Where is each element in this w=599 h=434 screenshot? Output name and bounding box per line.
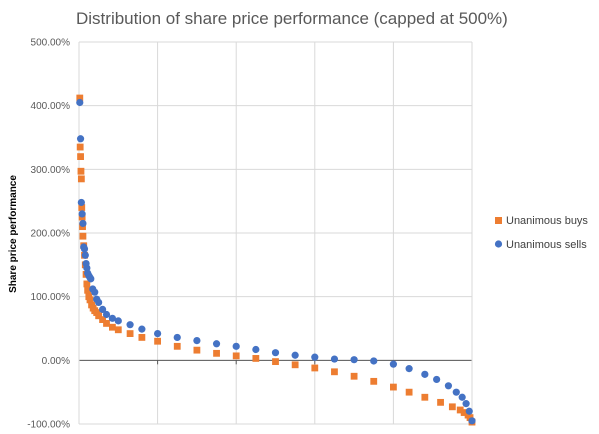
point-sells-2 [77, 198, 85, 207]
point-sells-33 [330, 355, 339, 363]
point-sells-3 [78, 210, 86, 218]
y-tick-label-0: -100.00% [27, 420, 70, 431]
point-sells-44 [465, 407, 473, 415]
point-buys-38 [350, 372, 358, 380]
y-tick-label-6: 500.00% [31, 38, 71, 49]
point-buys-0 [76, 94, 84, 102]
point-sells-18 [98, 305, 107, 313]
point-buys-16 [86, 296, 94, 304]
point-buys-34 [272, 358, 279, 366]
point-buys-43 [437, 398, 444, 406]
legend-label-buys: Unanimous buys [506, 215, 588, 227]
point-buys-28 [154, 337, 161, 345]
point-sells-23 [138, 325, 146, 333]
point-sells-1 [76, 135, 85, 143]
legend-label-sells: Unanimous sells [506, 239, 587, 251]
point-sells-45 [468, 417, 476, 425]
point-sells-22 [126, 321, 134, 329]
y-axis-label: Share price performance [8, 175, 19, 293]
point-sells-25 [173, 333, 181, 342]
point-buys-13 [83, 280, 91, 288]
point-sells-19 [102, 310, 111, 319]
grid-layer [78, 41, 473, 425]
point-buys-44 [448, 403, 456, 411]
point-buys-31 [213, 349, 220, 357]
point-sells-26 [193, 336, 201, 345]
point-buys-32 [232, 352, 240, 360]
point-sells-15 [91, 288, 99, 296]
point-sells-41 [452, 388, 460, 396]
point-sells-27 [212, 340, 221, 348]
point-sells-24 [154, 329, 162, 338]
legend: Unanimous buys Unanimous sells [494, 215, 588, 251]
point-sells-35 [370, 357, 378, 365]
point-buys-5 [78, 204, 86, 211]
point-buys-8 [79, 232, 87, 240]
point-buys-23 [103, 320, 110, 327]
point-sells-39 [433, 375, 441, 384]
point-buys-14 [84, 286, 92, 294]
point-sells-28 [232, 342, 240, 350]
point-buys-45 [456, 406, 464, 414]
point-buys-46 [460, 409, 468, 416]
y-tick-label-4: 300.00% [31, 165, 71, 176]
point-sells-37 [405, 365, 413, 373]
point-buys-2 [77, 153, 84, 160]
legend-item-buys: Unanimous buys [495, 215, 588, 227]
point-buys-35 [291, 361, 299, 369]
legend-marker-sells [494, 240, 503, 248]
point-buys-24 [109, 323, 116, 331]
point-buys-39 [370, 377, 378, 385]
point-buys-21 [95, 312, 103, 320]
point-buys-27 [138, 334, 146, 341]
y-tick-label-3: 200.00% [31, 229, 71, 240]
chart-title: Distribution of share price performance … [76, 9, 508, 28]
y-tick-label-2: 100.00% [31, 292, 71, 303]
point-sells-34 [350, 356, 358, 364]
point-sells-7 [81, 251, 89, 259]
point-sells-21 [114, 317, 122, 325]
point-sells-0 [76, 98, 84, 107]
point-buys-25 [114, 326, 122, 334]
point-sells-36 [389, 360, 397, 368]
series-layer [76, 94, 476, 426]
series-1 [76, 98, 476, 425]
point-sells-13 [87, 275, 95, 283]
point-sells-31 [291, 351, 299, 359]
point-buys-37 [331, 368, 338, 376]
point-sells-42 [458, 393, 466, 401]
point-buys-3 [77, 167, 85, 175]
point-sells-20 [108, 314, 117, 322]
y-tick-label-5: 400.00% [31, 101, 71, 112]
series-0 [76, 94, 476, 426]
y-tick-label-1: 0.00% [42, 356, 70, 367]
point-buys-33 [252, 355, 260, 362]
point-sells-17 [95, 298, 103, 306]
point-buys-40 [390, 383, 397, 391]
point-buys-41 [405, 388, 413, 396]
point-buys-29 [173, 342, 181, 350]
point-buys-30 [193, 346, 201, 354]
point-buys-48 [466, 414, 474, 422]
legend-item-sells: Unanimous sells [494, 239, 587, 251]
point-sells-43 [462, 400, 470, 408]
point-buys-4 [77, 175, 85, 183]
point-sells-30 [271, 349, 280, 357]
point-sells-4 [79, 219, 87, 228]
point-sells-29 [252, 345, 260, 354]
point-sells-6 [80, 245, 89, 253]
y-tick-labels: -100.00% 0.00% 100.00% 200.00% 300.00% 400.00… [27, 38, 70, 431]
legend-marker-buys [495, 217, 502, 224]
point-buys-36 [311, 364, 319, 372]
point-buys-26 [126, 330, 134, 337]
point-buys-42 [421, 393, 429, 401]
point-buys-1 [76, 143, 84, 151]
point-sells-38 [421, 370, 429, 378]
point-sells-40 [444, 382, 453, 390]
point-sells-32 [311, 353, 319, 361]
point-buys-22 [99, 316, 106, 323]
